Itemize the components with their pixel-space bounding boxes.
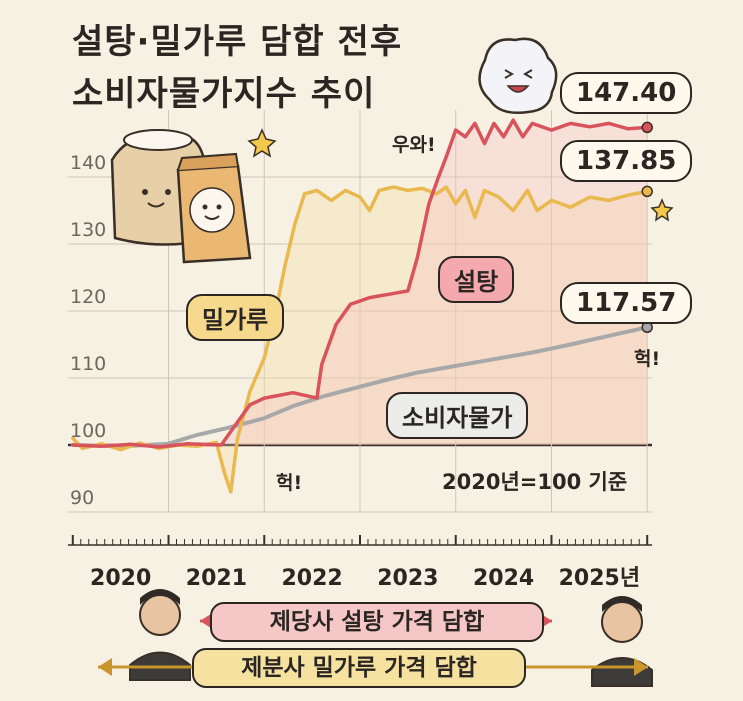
sugar-series-tag: 설탕	[438, 256, 515, 303]
series-layer	[70, 118, 653, 494]
x-tick-label: 2021	[186, 566, 247, 591]
x-tick-label: 2024	[473, 566, 534, 591]
x-tick-label: 2023	[377, 566, 438, 591]
sugar-end-point	[641, 121, 653, 134]
sugar-collusion-band: 제당사 설탕 가격 담합	[210, 602, 544, 642]
y-tick-label: 110	[70, 353, 106, 375]
tick-layer: 90 100 110 120 130 140 2020 2021 2022 2023 2024 202…	[68, 152, 652, 591]
wow-exclamation: 우와!	[392, 134, 436, 156]
chart-title-line-2: 소비자물가지수 추이	[72, 74, 376, 114]
y-tick-label: 120	[70, 286, 106, 308]
chart-title-line-1: 설탕·밀가루 담합 전후	[72, 22, 403, 62]
x-tick-label: 2022	[282, 566, 343, 591]
y-tick-label: 130	[70, 219, 106, 241]
paper-bag-icon	[176, 152, 252, 264]
sparkle-icon	[247, 128, 674, 222]
cpi-heok-exclamation: 헉!	[634, 348, 661, 370]
arrowhead-right-icon	[634, 658, 648, 676]
cpi-series-line	[70, 325, 650, 449]
y-tick-label: 90	[70, 487, 94, 509]
flour-series-tag: 밀가루	[186, 294, 285, 341]
sugar-series-line	[71, 118, 649, 449]
x-tick-label: 2020	[90, 566, 151, 591]
y-tick-label: 100	[70, 420, 106, 442]
cpi-end-value-label: 117.57	[560, 282, 693, 324]
arrowhead-left-icon	[98, 658, 112, 676]
flour-series-line	[71, 185, 649, 494]
flour-end-point	[641, 185, 653, 198]
cpi-series-tag: 소비자물가	[386, 392, 529, 439]
flour-collusion-band: 제분사 밀가루 가격 담합	[192, 648, 526, 688]
x-tick-label: 2025년	[559, 566, 640, 591]
person-right-icon	[591, 596, 653, 687]
sugar-end-value-label: 147.40	[560, 72, 693, 114]
y-tick-label: 140	[70, 152, 106, 174]
sugar-cube-icon	[478, 37, 558, 114]
flour-end-value-label: 137.85	[560, 140, 693, 182]
base-year-note: 2020년=100 기준	[442, 470, 628, 494]
flour-heok-exclamation: 헉!	[276, 472, 303, 494]
